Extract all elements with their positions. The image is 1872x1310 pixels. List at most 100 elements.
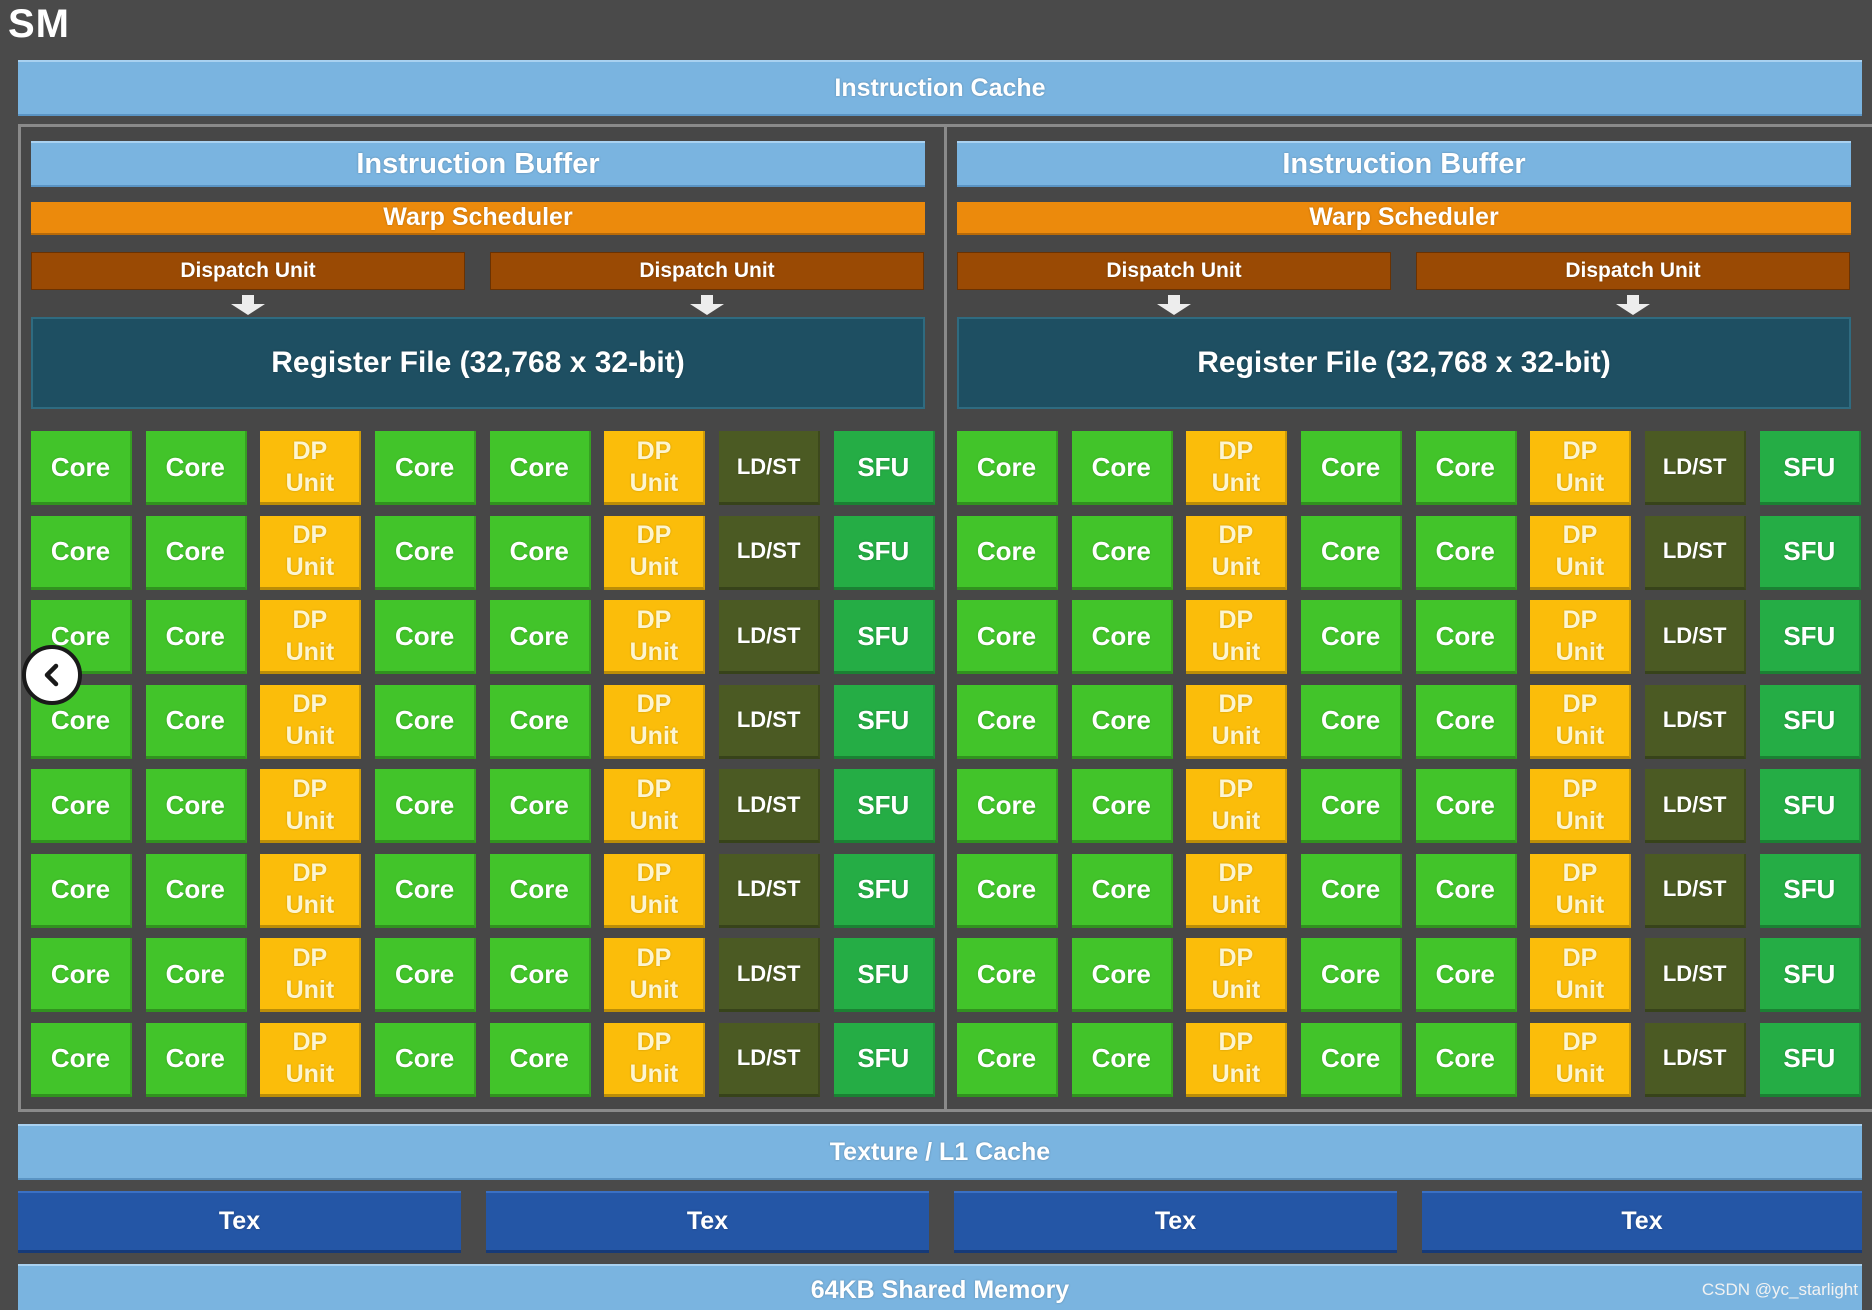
shared-memory: 64KB Shared Memory [18, 1264, 1862, 1310]
ldst-unit: LD/ST [719, 431, 821, 505]
core-unit: Core [375, 853, 477, 928]
core-unit: Core [1301, 769, 1403, 843]
core-unit: Core [1071, 515, 1173, 590]
ldst-unit: LD/ST [1645, 515, 1747, 590]
instruction-cache-label: Instruction Cache [834, 73, 1046, 102]
core-unit: Core [1071, 600, 1173, 674]
dp-unit: DP Unit [1186, 431, 1288, 505]
sfu-unit: SFU [833, 431, 935, 505]
instruction-buffer: Instruction Buffer [957, 141, 1851, 187]
core-unit: Core [957, 938, 1058, 1012]
core-unit: Core [1301, 684, 1403, 759]
core-unit: Core [145, 853, 247, 928]
core-unit: Core [375, 938, 477, 1012]
texture-l1-cache: Texture / L1 Cache [18, 1124, 1862, 1180]
execution-unit-grid: Core Core DP Unit Core Core DP Unit LD/ST SFU Co… [957, 431, 1861, 1097]
core-unit: Core [1071, 431, 1173, 505]
ldst-unit: LD/ST [1645, 938, 1747, 1012]
processing-block-left: Instruction Buffer Warp Scheduler Dispat… [18, 124, 959, 1112]
dp-unit: DP Unit [260, 515, 362, 590]
register-file: Register File (32,768 x 32-bit) [31, 317, 925, 409]
dp-unit: DP Unit [1530, 938, 1632, 1012]
tex-unit-label: Tex [1621, 1207, 1663, 1235]
dispatch-unit: Dispatch Unit [1416, 252, 1850, 290]
ldst-unit: LD/ST [719, 684, 821, 759]
sm-title: SM [8, 2, 70, 46]
sfu-unit: SFU [833, 600, 935, 674]
dp-unit: DP Unit [1530, 853, 1632, 928]
ldst-unit: LD/ST [719, 515, 821, 590]
instruction-cache: Instruction Cache [18, 60, 1862, 116]
warp-scheduler: Warp Scheduler [957, 202, 1851, 235]
core-unit: Core [1415, 515, 1517, 590]
down-arrow-icon [231, 295, 265, 315]
core-unit: Core [1301, 938, 1403, 1012]
dp-unit: DP Unit [1530, 769, 1632, 843]
down-arrow-icon [1157, 295, 1191, 315]
dispatch-unit: Dispatch Unit [490, 252, 924, 290]
core-unit: Core [1415, 684, 1517, 759]
dp-unit: DP Unit [1530, 1022, 1632, 1097]
tex-unit: Tex [486, 1191, 929, 1253]
tex-unit-label: Tex [218, 1207, 261, 1235]
core-unit: Core [145, 684, 247, 759]
sfu-unit: SFU [833, 1022, 935, 1097]
core-unit: Core [489, 600, 591, 674]
core-unit: Core [31, 853, 132, 928]
dp-unit: DP Unit [604, 1022, 706, 1097]
tex-unit: Tex [954, 1191, 1397, 1253]
dp-unit: DP Unit [1186, 769, 1288, 843]
core-unit: Core [1071, 769, 1173, 843]
dp-unit: DP Unit [260, 684, 362, 759]
dp-unit: DP Unit [1186, 684, 1288, 759]
register-file-label: Register File (32,768 x 32-bit) [1197, 346, 1611, 379]
ldst-unit: LD/ST [1645, 1022, 1747, 1097]
instruction-buffer: Instruction Buffer [31, 141, 925, 187]
instruction-buffer-label: Instruction Buffer [356, 147, 600, 180]
core-unit: Core [31, 431, 132, 505]
core-unit: Core [31, 684, 132, 759]
previous-button[interactable] [22, 645, 82, 705]
core-unit: Core [957, 600, 1058, 674]
ldst-unit: LD/ST [719, 853, 821, 928]
core-unit: Core [1071, 684, 1173, 759]
dp-unit: DP Unit [1186, 1022, 1288, 1097]
dp-unit: DP Unit [260, 853, 362, 928]
core-unit: Core [957, 431, 1058, 505]
core-unit: Core [489, 515, 591, 590]
dp-unit: DP Unit [604, 769, 706, 843]
core-unit: Core [957, 515, 1058, 590]
core-unit: Core [1415, 769, 1517, 843]
core-unit: Core [145, 769, 247, 843]
core-unit: Core [1071, 1022, 1173, 1097]
warp-scheduler: Warp Scheduler [31, 202, 925, 235]
warp-scheduler-label: Warp Scheduler [1309, 203, 1499, 231]
dp-unit: DP Unit [260, 769, 362, 843]
core-unit: Core [145, 515, 247, 590]
dispatch-unit-label: Dispatch Unit [1565, 259, 1701, 282]
register-file-label: Register File (32,768 x 32-bit) [271, 346, 685, 379]
ldst-unit: LD/ST [719, 600, 821, 674]
core-unit: Core [1415, 600, 1517, 674]
dp-unit: DP Unit [1530, 684, 1632, 759]
ldst-unit: LD/ST [719, 1022, 821, 1097]
core-unit: Core [489, 684, 591, 759]
core-unit: Core [31, 938, 132, 1012]
dp-unit: DP Unit [1186, 938, 1288, 1012]
core-unit: Core [145, 431, 247, 505]
ldst-unit: LD/ST [1645, 853, 1747, 928]
core-unit: Core [145, 938, 247, 1012]
sfu-unit: SFU [833, 684, 935, 759]
tex-unit: Tex [18, 1191, 461, 1253]
core-unit: Core [1301, 853, 1403, 928]
sfu-unit: SFU [1759, 1022, 1861, 1097]
dp-unit: DP Unit [260, 938, 362, 1012]
core-unit: Core [375, 684, 477, 759]
dp-unit: DP Unit [260, 600, 362, 674]
dp-unit: DP Unit [604, 938, 706, 1012]
sfu-unit: SFU [1759, 515, 1861, 590]
watermark: CSDN @yc_starlight [1701, 1280, 1858, 1299]
execution-unit-grid: Core Core DP Unit Core Core DP Unit LD/ST SFU Co… [31, 431, 935, 1097]
dp-unit: DP Unit [1186, 600, 1288, 674]
core-unit: Core [1071, 853, 1173, 928]
